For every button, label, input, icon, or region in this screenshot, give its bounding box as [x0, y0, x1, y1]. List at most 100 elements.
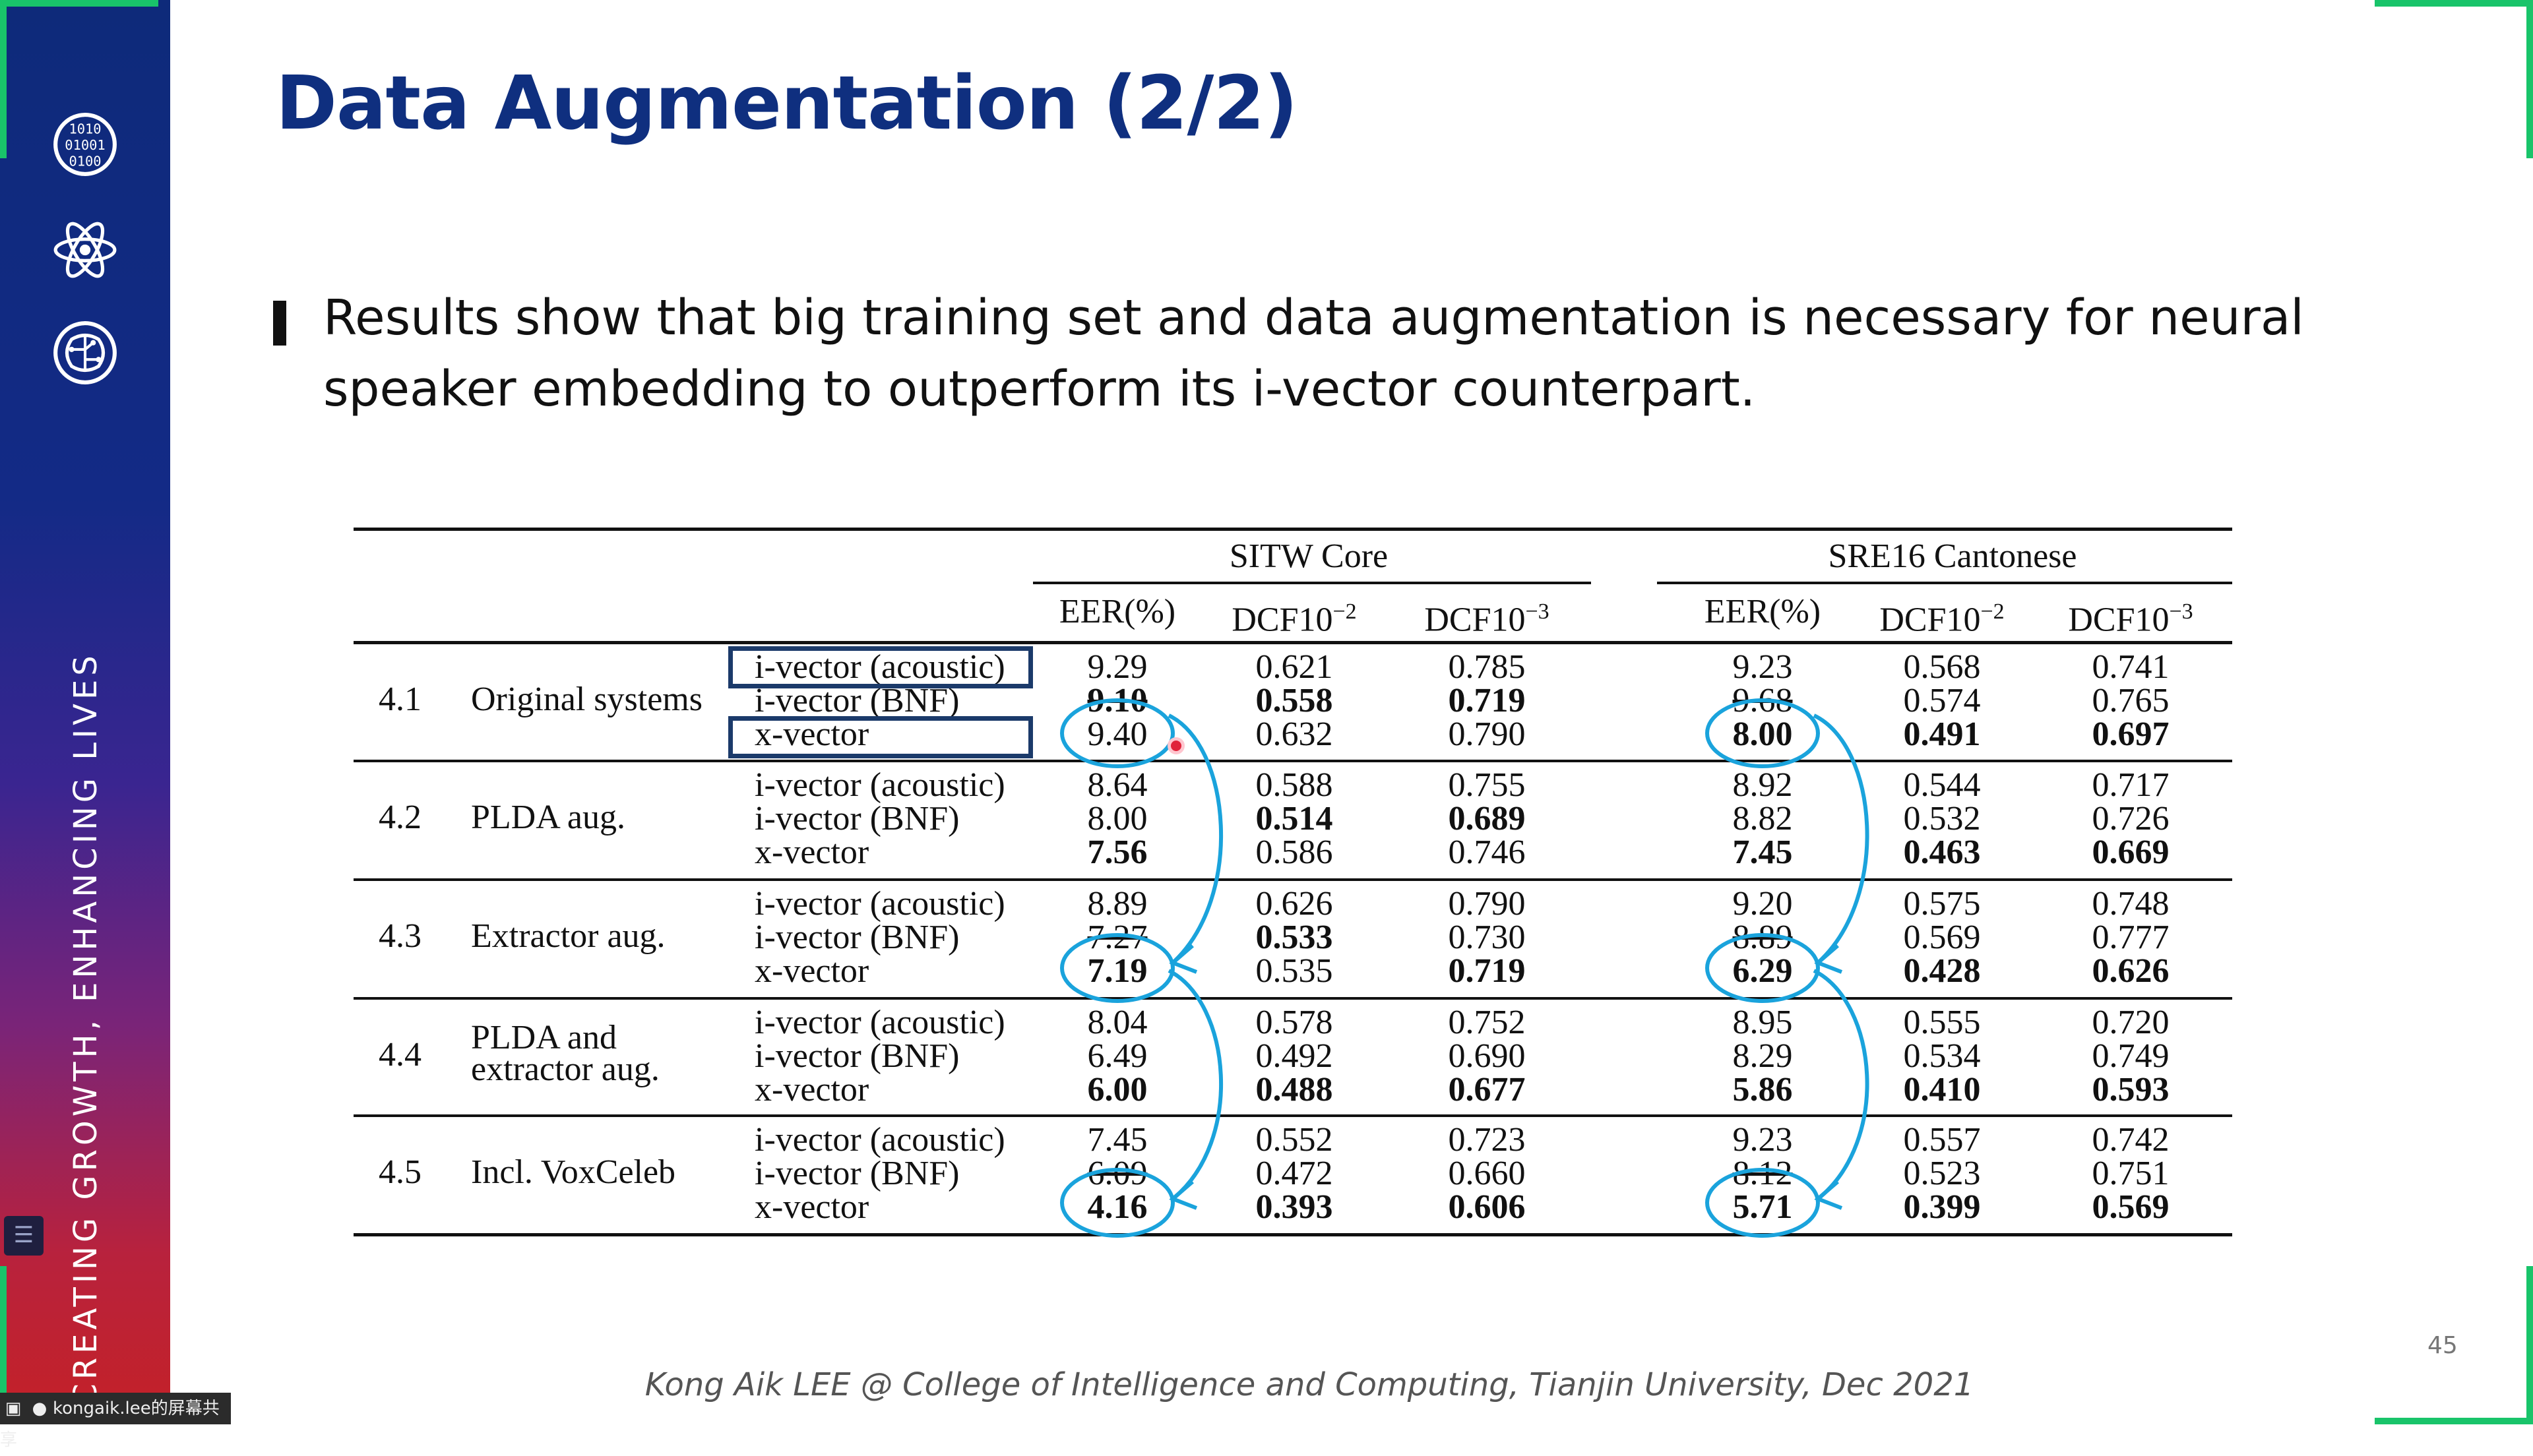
table-cell: 0.558	[1255, 682, 1333, 719]
bullet-text: Results show that big training set and d…	[323, 289, 2304, 417]
corner-accent-bottom-left-v	[0, 1266, 7, 1424]
section-rule	[354, 1233, 2232, 1236]
table-cell: 0.777	[2092, 919, 2170, 956]
table-cell: 0.523	[1903, 1155, 1981, 1192]
table-cell: 0.749	[2092, 1037, 2170, 1075]
metric-header-label: DCF10	[1424, 601, 1526, 639]
metric-header-label: DCF10	[1232, 601, 1333, 639]
section-number: 4.5	[379, 1153, 422, 1191]
system-name: i-vector (acoustic)	[755, 1004, 1005, 1041]
svg-text:01001: 01001	[65, 137, 105, 153]
table-cell: 0.719	[1448, 952, 1526, 990]
table-cell: 0.790	[1448, 885, 1526, 923]
system-name: i-vector (BNF)	[755, 800, 960, 837]
section-label: Extractor aug.	[471, 917, 666, 955]
table-cell: 0.557	[1903, 1121, 1981, 1159]
table-cell: 0.428	[1903, 952, 1981, 990]
table-cell: 0.578	[1255, 1004, 1333, 1041]
system-name: x-vector	[755, 715, 869, 753]
table-cell: 8.00	[1732, 715, 1793, 753]
page-number: 45	[2427, 1332, 2458, 1359]
svg-text:0100: 0100	[69, 154, 101, 169]
system-name: x-vector	[755, 834, 869, 871]
table-cell: 6.49	[1087, 1037, 1148, 1075]
table-cell: 0.472	[1255, 1155, 1333, 1192]
table-cell: 0.586	[1255, 834, 1333, 871]
table-cell: 0.491	[1903, 715, 1981, 753]
annotation-circle	[1705, 698, 1820, 768]
metric-header-exponent: −3	[1525, 599, 1549, 624]
binary-code-icon: 1010 01001 0100	[51, 111, 119, 178]
table-cell: 5.71	[1732, 1188, 1793, 1226]
monitor-icon: ▣	[5, 1399, 22, 1418]
results-table: SITW Core SRE16 Cantonese EER(%) DCF10−2 DCF…	[354, 528, 2232, 1240]
metric-header-label: DCF10	[1879, 601, 1981, 639]
table-cell: 0.689	[1448, 800, 1526, 837]
table-cell: 0.544	[1903, 766, 1981, 804]
table-cell: 0.730	[1448, 919, 1526, 956]
annotation-circle	[1705, 1168, 1820, 1238]
table-cell: 0.535	[1255, 952, 1333, 990]
screen-share-label: kongaik.lee的屏幕共享	[0, 1399, 220, 1450]
table-cell: 8.64	[1087, 766, 1148, 804]
table-cell: 6.29	[1732, 952, 1793, 990]
section-number: 4.1	[379, 680, 422, 718]
metric-header-exponent: −3	[2169, 599, 2193, 624]
table-cell: 8.92	[1732, 766, 1793, 804]
table-cell: 9.23	[1732, 1121, 1793, 1159]
table-cell: 0.632	[1255, 715, 1333, 753]
table-cell: 0.574	[1903, 682, 1981, 719]
table-cell: 0.532	[1903, 800, 1981, 837]
section-rule	[354, 760, 2232, 762]
corner-accent-bottom-right-v	[2526, 1266, 2533, 1424]
table-cell: 0.748	[2092, 885, 2170, 923]
table-cell: 0.717	[2092, 766, 2170, 804]
table-cell: 0.488	[1255, 1071, 1333, 1108]
table-cell: 7.19	[1087, 952, 1148, 990]
slide-footer: Kong Aik LEE @ College of Intelligence a…	[644, 1366, 1974, 1403]
table-cell: 0.790	[1448, 715, 1526, 753]
system-name: i-vector (acoustic)	[755, 648, 1005, 686]
highlight-box-xvector	[728, 716, 1033, 758]
table-cell: 6.00	[1087, 1071, 1148, 1108]
corner-accent-bottom-right	[2375, 1418, 2533, 1424]
sidebar-tagline: CREATING GROWTH, ENHANCING LIVES	[67, 652, 104, 1406]
slide-title: Data Augmentation (2/2)	[276, 61, 1298, 146]
table-cell: 8.00	[1087, 800, 1148, 837]
section-label: Original systems	[471, 680, 703, 718]
metric-header: EER(%)	[1059, 593, 1175, 630]
table-cell: 9.29	[1087, 648, 1148, 686]
annotation-circle	[1060, 698, 1175, 768]
section-label: Incl. VoxCeleb	[471, 1153, 676, 1191]
annotation-arrow	[1168, 713, 1224, 965]
group-header: SRE16 Cantonese	[1828, 537, 2077, 575]
section-number: 4.2	[379, 798, 422, 836]
table-cell: 0.726	[2092, 800, 2170, 837]
system-name: i-vector (BNF)	[755, 1037, 960, 1075]
annotation-arrowhead	[1814, 944, 1843, 974]
slide-list-toggle-button[interactable]: ☰	[4, 1216, 44, 1256]
annotation-circle	[1705, 933, 1820, 1003]
table-cell: 0.741	[2092, 648, 2170, 686]
section-number: 4.3	[379, 917, 422, 955]
table-cell: 0.742	[2092, 1121, 2170, 1159]
bullet-marker	[273, 301, 286, 346]
metric-header-exponent: −2	[1332, 599, 1357, 624]
metric-header-label: EER(%)	[1059, 593, 1176, 630]
group-rule-sitw	[1033, 582, 1591, 584]
table-cell: 0.569	[2092, 1188, 2170, 1226]
microphone-icon: ●	[32, 1399, 47, 1418]
group-rule-sre	[1657, 582, 2232, 584]
table-cell: 9.20	[1732, 885, 1793, 923]
group-header: SITW Core	[1229, 537, 1389, 575]
table-cell: 8.95	[1732, 1004, 1793, 1041]
section-rule	[354, 997, 2232, 1000]
table-cell: 0.588	[1255, 766, 1333, 804]
corner-accent-top-right-v	[2526, 0, 2533, 158]
table-cell: 0.569	[1903, 919, 1981, 956]
screen-share-bar[interactable]: ▣ ● kongaik.lee的屏幕共享	[0, 1393, 231, 1450]
table-cell: 0.575	[1903, 885, 1981, 923]
annotation-arrowhead	[1814, 1180, 1843, 1210]
metric-header-label: DCF10	[2068, 601, 2170, 639]
section-number: 4.4	[379, 1035, 422, 1074]
